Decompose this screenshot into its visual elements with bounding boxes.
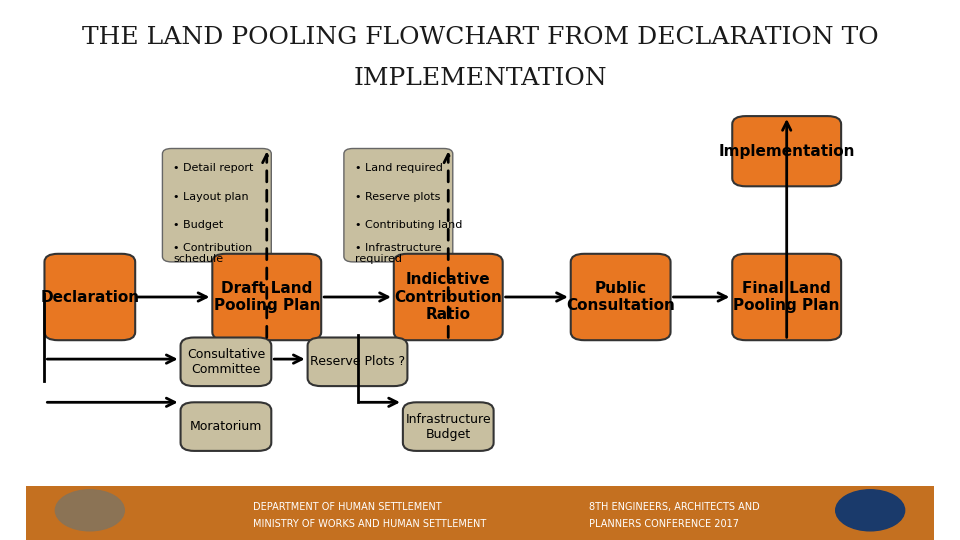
Text: Final Land
Pooling Plan: Final Land Pooling Plan <box>733 281 840 313</box>
FancyBboxPatch shape <box>212 254 322 340</box>
Text: • Infrastructure
required: • Infrastructure required <box>355 242 442 264</box>
Circle shape <box>836 490 904 531</box>
Text: DEPARTMENT OF HUMAN SETTLEMENT: DEPARTMENT OF HUMAN SETTLEMENT <box>253 502 442 511</box>
FancyBboxPatch shape <box>162 148 272 262</box>
Text: Public
Consultation: Public Consultation <box>566 281 675 313</box>
Text: • Contributing land: • Contributing land <box>355 220 462 230</box>
Circle shape <box>56 490 124 531</box>
FancyBboxPatch shape <box>180 402 272 451</box>
FancyBboxPatch shape <box>403 402 493 451</box>
Text: Draft Land
Pooling Plan: Draft Land Pooling Plan <box>213 281 320 313</box>
FancyBboxPatch shape <box>180 338 272 386</box>
Text: Implementation: Implementation <box>718 144 855 159</box>
Text: Consultative
Committee: Consultative Committee <box>187 348 265 376</box>
FancyBboxPatch shape <box>307 338 407 386</box>
Text: Reserve Plots ?: Reserve Plots ? <box>310 355 405 368</box>
Text: 8TH ENGINEERS, ARCHITECTS AND: 8TH ENGINEERS, ARCHITECTS AND <box>588 502 759 511</box>
Text: Declaration: Declaration <box>40 289 139 305</box>
FancyBboxPatch shape <box>394 254 503 340</box>
Text: • Detail report: • Detail report <box>174 163 253 173</box>
FancyBboxPatch shape <box>732 254 841 340</box>
Text: Indicative
Contribution
Ratio: Indicative Contribution Ratio <box>395 272 502 322</box>
Text: Moratorium: Moratorium <box>190 420 262 433</box>
FancyBboxPatch shape <box>44 254 135 340</box>
Text: PLANNERS CONFERENCE 2017: PLANNERS CONFERENCE 2017 <box>588 519 739 529</box>
Text: IMPLEMENTATION: IMPLEMENTATION <box>353 67 607 90</box>
Text: • Land required: • Land required <box>355 163 443 173</box>
Text: THE LAND POOLING FLOWCHART FROM DECLARATION TO: THE LAND POOLING FLOWCHART FROM DECLARAT… <box>82 26 878 49</box>
FancyBboxPatch shape <box>571 254 670 340</box>
Text: • Layout plan: • Layout plan <box>174 192 249 202</box>
Text: Infrastructure
Budget: Infrastructure Budget <box>405 413 492 441</box>
Bar <box>26 486 934 540</box>
FancyBboxPatch shape <box>344 148 453 262</box>
Text: • Budget: • Budget <box>174 220 224 230</box>
Text: • Contribution
schedule: • Contribution schedule <box>174 242 252 264</box>
FancyBboxPatch shape <box>732 116 841 186</box>
Text: MINISTRY OF WORKS AND HUMAN SETTLEMENT: MINISTRY OF WORKS AND HUMAN SETTLEMENT <box>253 519 487 529</box>
Text: • Reserve plots: • Reserve plots <box>355 192 440 202</box>
